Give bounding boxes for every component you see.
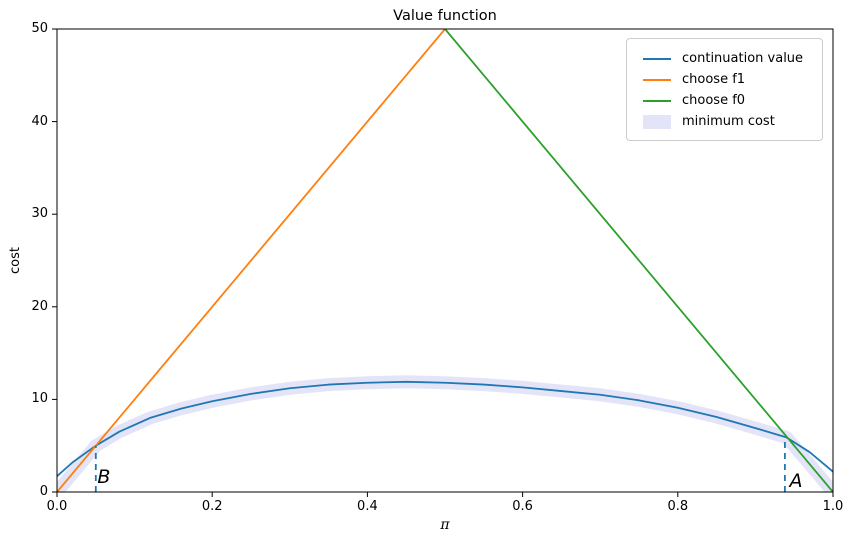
band-minimum-cost xyxy=(57,375,833,492)
series-choose-f1 xyxy=(57,29,446,492)
x-tick-label: 0.0 xyxy=(46,499,68,514)
legend-line-swatch xyxy=(643,99,671,102)
x-axis-label: π xyxy=(440,517,450,533)
series-choose-f0 xyxy=(444,29,833,492)
annotation-A: A xyxy=(789,469,803,492)
axes-box xyxy=(56,28,834,493)
y-axis-label-wrap: cost xyxy=(6,29,24,492)
x-tick-label: 1.0 xyxy=(822,499,844,514)
legend-item-minimum-cost: minimum cost xyxy=(643,111,822,132)
legend-label: choose f0 xyxy=(682,93,746,108)
y-tick-label: 50 xyxy=(31,21,48,36)
y-tick-label: 20 xyxy=(31,298,48,314)
chart-title: Value function xyxy=(393,8,497,24)
annotation-B: B xyxy=(97,466,111,489)
y-tick-label: 30 xyxy=(31,206,48,222)
x-tick-label: 0.2 xyxy=(201,499,223,514)
legend-patch-swatch xyxy=(643,114,671,129)
x-tick-label: 0.6 xyxy=(512,499,533,514)
series-continuation-value xyxy=(57,380,833,478)
legend: continuation value choose f1 choose f0 m… xyxy=(626,38,823,141)
legend-label: continuation value xyxy=(682,51,804,66)
legend-label: choose f1 xyxy=(682,72,746,87)
y-tick-label: 40 xyxy=(31,113,48,129)
y-axis-label: cost xyxy=(7,247,23,274)
x-tick-label: 0.8 xyxy=(667,499,689,514)
y-tick-label: 0 xyxy=(39,484,48,499)
legend-item-choose-f0: choose f0 xyxy=(643,90,822,111)
legend-item-choose-f1: choose f1 xyxy=(643,69,822,90)
y-tick-label: 10 xyxy=(31,391,48,407)
legend-line-swatch xyxy=(643,78,671,81)
legend-item-continuation-value: continuation value xyxy=(643,48,822,69)
x-tick-label: 0.4 xyxy=(357,499,378,514)
legend-label: minimum cost xyxy=(682,114,775,129)
legend-line-swatch xyxy=(643,57,671,60)
